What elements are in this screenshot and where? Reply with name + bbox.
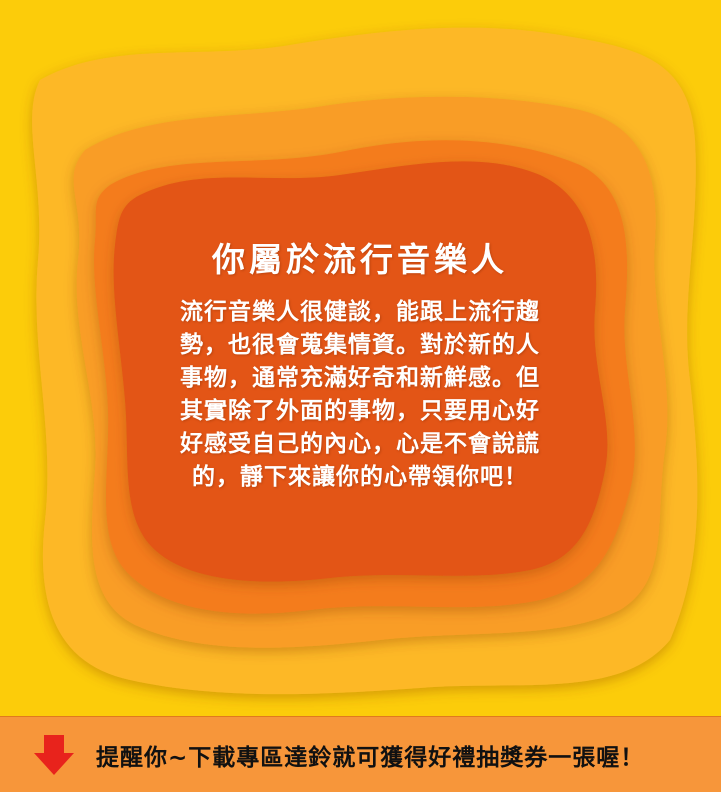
- reminder-text: 提醒你~下載專區達鈴就可獲得好禮抽獎券一張喔！: [96, 744, 645, 771]
- reminder-bar: 提醒你~下載專區達鈴就可獲得好禮抽獎券一張喔！: [0, 716, 721, 792]
- result-card: 你屬於流行音樂人 流行音樂人很健談，能跟上流行趨勢，也很會蒐集情資。對於新的人事…: [160, 238, 560, 494]
- down-arrow-icon: [34, 734, 74, 775]
- paper-layer-4: [113, 161, 608, 582]
- result-title: 你屬於流行音樂人: [212, 240, 508, 279]
- poster: 你屬於流行音樂人 流行音樂人很健談，能跟上流行趨勢，也很會蒐集情資。對於新的人事…: [0, 0, 721, 716]
- layered-paper-background: [0, 0, 721, 716]
- result-description: 流行音樂人很健談，能跟上流行趨勢，也很會蒐集情資。對於新的人事物，通常充滿好奇和…: [180, 299, 540, 490]
